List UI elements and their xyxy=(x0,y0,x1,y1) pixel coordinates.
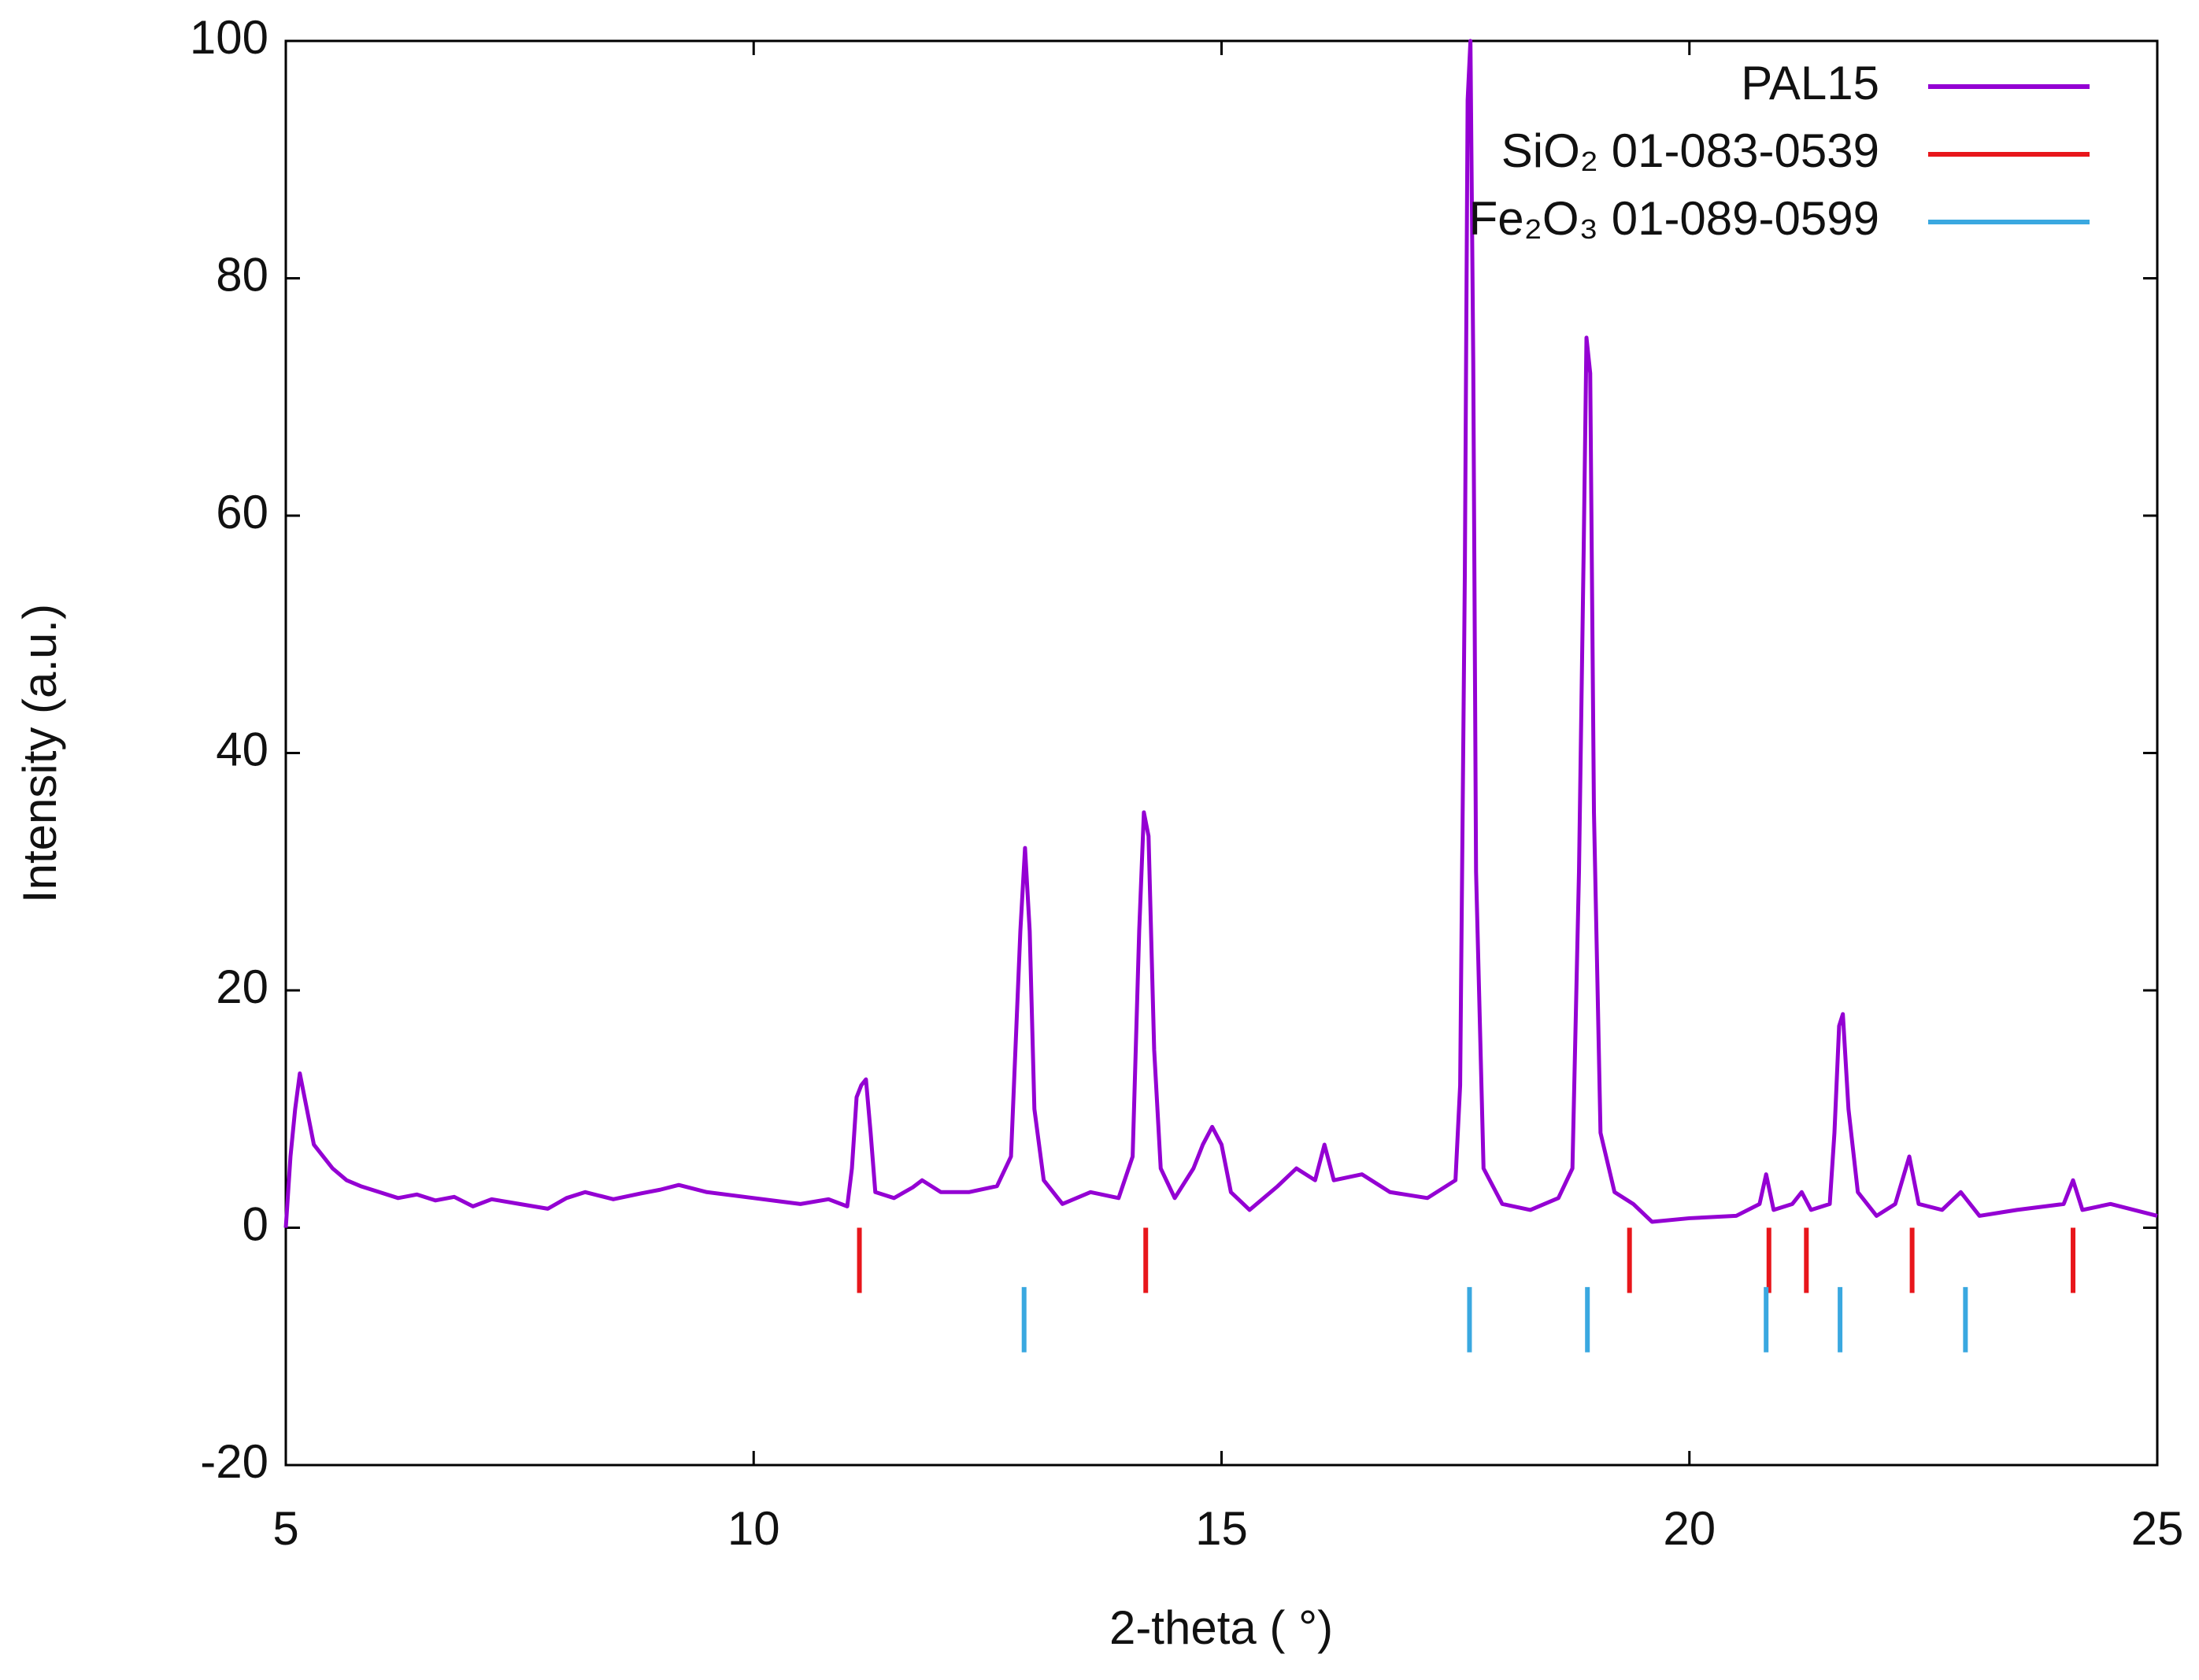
x-tick-label: 20 xyxy=(1663,1502,1716,1555)
x-tick-label: 5 xyxy=(272,1502,298,1555)
data-line xyxy=(283,39,2158,1228)
y-tick-label: -20 xyxy=(200,1435,268,1488)
legend-label: PAL15 xyxy=(1741,57,1879,109)
y-tick-label: 80 xyxy=(216,248,268,301)
plot-frame xyxy=(284,39,2159,1467)
y-axis-label: Intensity (a.u.) xyxy=(13,604,66,903)
x-axis-label: 2-theta ( °) xyxy=(1109,1601,1333,1654)
y-tick-label: 0 xyxy=(242,1197,268,1250)
legend-label: Fe₂O₃ 01-089-0599 xyxy=(1469,192,1879,245)
x-tick-label: 10 xyxy=(727,1502,780,1555)
y-tick-label: 40 xyxy=(216,723,268,775)
legend-label: SiO₂ 01-083-0539 xyxy=(1501,124,1879,177)
y-tick-label: 20 xyxy=(216,960,268,1013)
y-tick-label: 100 xyxy=(190,11,268,64)
y-tick-label: 60 xyxy=(216,486,268,538)
x-tick-label: 25 xyxy=(2131,1502,2184,1555)
x-tick-label: 15 xyxy=(1195,1502,1248,1555)
